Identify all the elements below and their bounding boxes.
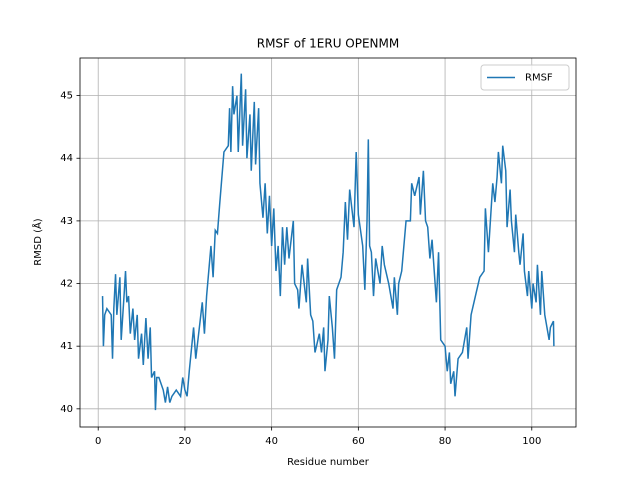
legend-box <box>480 64 570 91</box>
data-line <box>101 73 555 411</box>
y-tick-label: 42 <box>60 279 73 290</box>
x-axis-label: Residue number <box>287 457 370 468</box>
x-tick-label: 80 <box>439 436 452 447</box>
y-axis-label: RMSD (Å) <box>31 218 44 266</box>
x-tick-label: 100 <box>522 436 541 447</box>
x-tick-label: 40 <box>265 436 278 447</box>
y-tick-label: 40 <box>60 404 73 415</box>
x-tick-label: 0 <box>95 436 101 447</box>
x-tick-label: 20 <box>179 436 192 447</box>
y-tick-label: 44 <box>60 153 73 164</box>
legend-label: RMSF <box>525 73 553 84</box>
axes-frame <box>79 57 577 428</box>
chart-title: RMSF of 1ERU OPENMM <box>257 37 400 51</box>
y-tick-label: 41 <box>60 341 73 352</box>
x-tick-label: 60 <box>352 436 365 447</box>
y-tick-label: 45 <box>60 91 73 102</box>
y-tick-label: 43 <box>60 216 73 227</box>
